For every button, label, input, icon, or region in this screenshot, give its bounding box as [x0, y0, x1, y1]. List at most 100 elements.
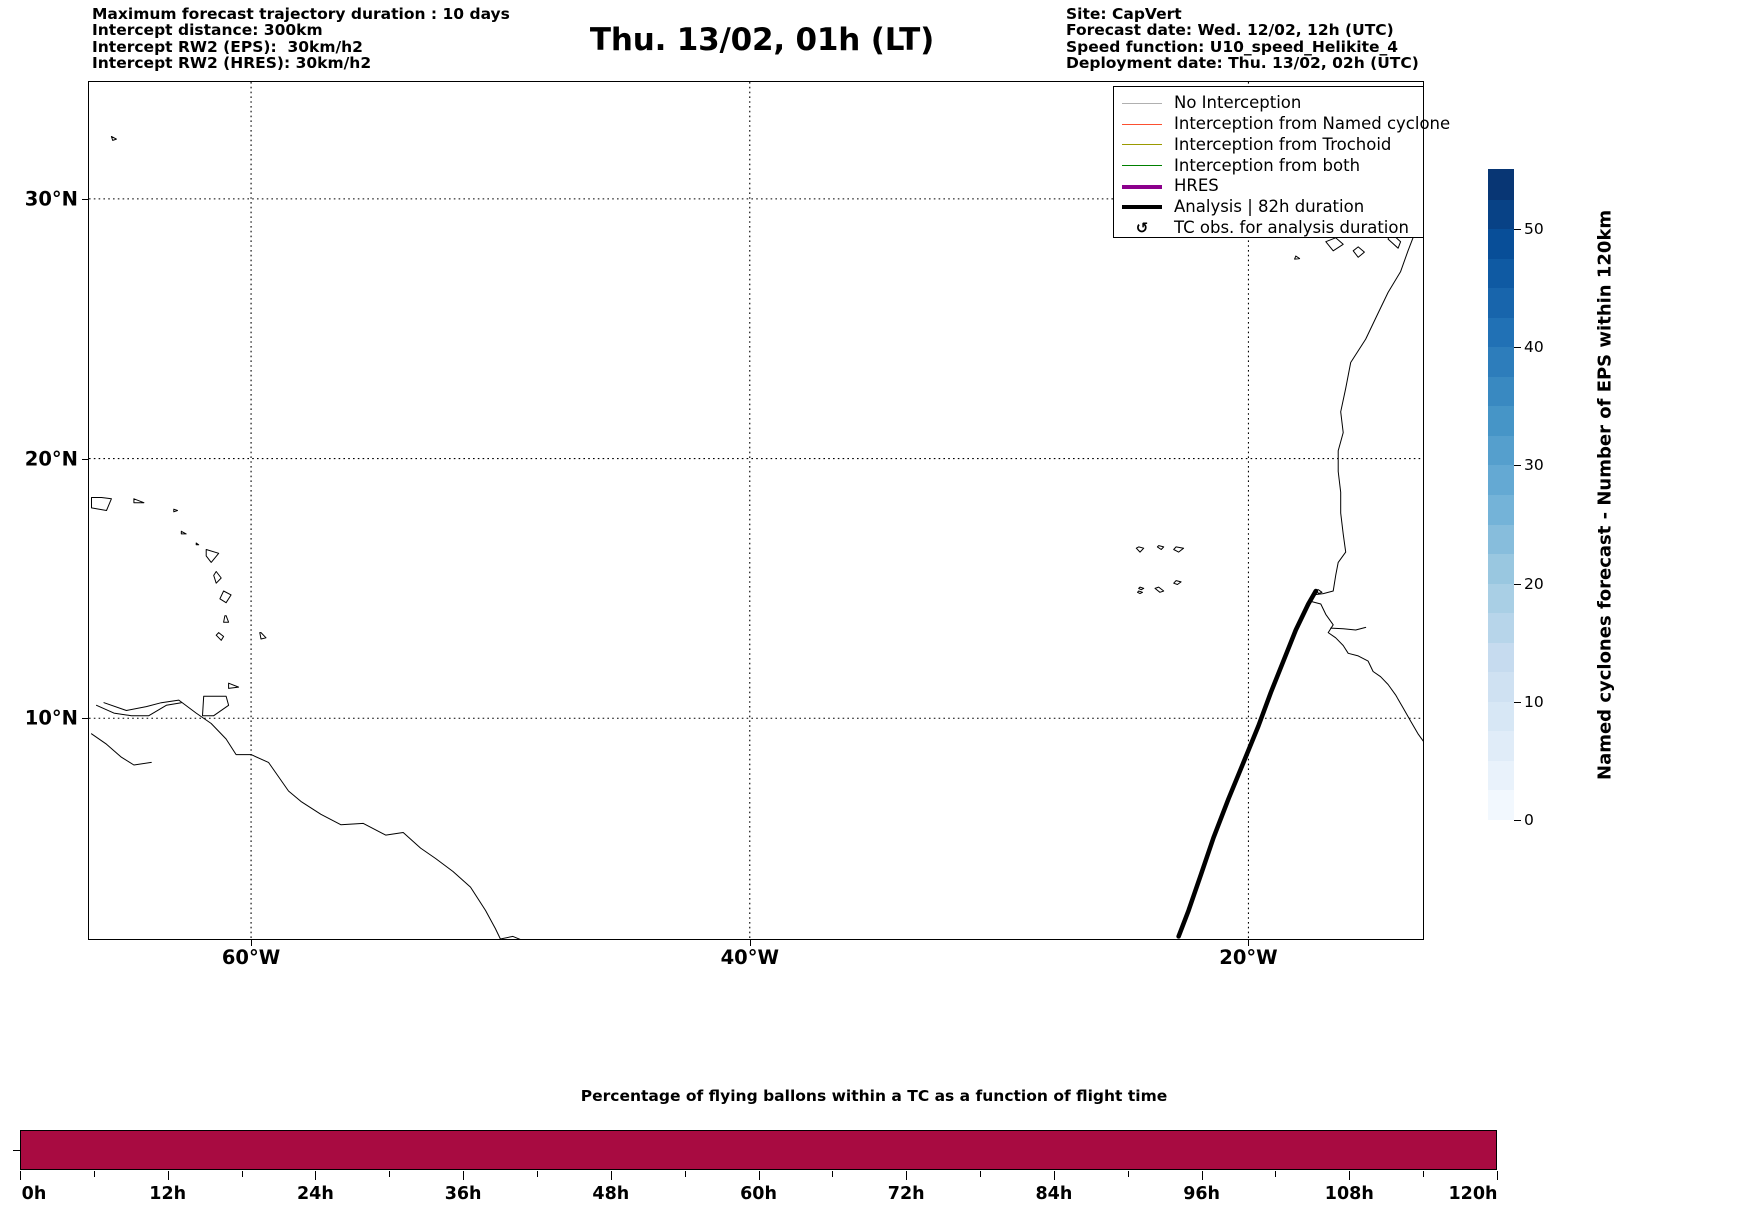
colorbar-segment: [1488, 553, 1514, 584]
header-left-line-1: Intercept distance: 300km: [92, 21, 323, 40]
coastline-layer: [89, 82, 1423, 939]
colorbar-tick-mark: [1514, 347, 1521, 349]
line-swatch-black: [1122, 205, 1162, 210]
coastline-path: [180, 530, 187, 535]
colorbar-segment: [1488, 642, 1514, 673]
coastline-path: [91, 733, 152, 766]
pct-major-tick: [610, 1171, 612, 1180]
colorbar-segment: [1488, 198, 1514, 230]
line-swatch-green: [1122, 165, 1162, 167]
colorbar-tick-mark: [1514, 229, 1521, 231]
map-ytick-label: 10°N: [24, 706, 78, 730]
colorbar-segment: [1488, 405, 1514, 436]
legend-item-label: HRES: [1174, 176, 1219, 196]
colorbar-segment: [1488, 464, 1514, 495]
coastline-path: [96, 702, 182, 717]
map-ytick-mark: [82, 718, 88, 720]
coastline-path: [499, 935, 521, 939]
pct-tick-label: 48h: [592, 1184, 630, 1204]
map-xtick-mark: [749, 940, 751, 946]
legend-item-1: Interception from Named cyclone: [1122, 114, 1450, 135]
colorbar-segment: [1488, 730, 1514, 761]
legend-item-label: Interception from Trochoid: [1174, 134, 1392, 154]
pct-minor-tick: [1127, 1171, 1129, 1177]
colorbar-tick-mark: [1514, 820, 1521, 821]
coastline-path: [223, 615, 230, 623]
colorbar-tick-label: 0: [1524, 811, 1534, 829]
legend-item-label: Interception from both: [1174, 155, 1361, 175]
coastline-path: [133, 498, 145, 504]
colorbar-segment: [1488, 228, 1514, 259]
map-xtick-label: 60°W: [221, 946, 281, 969]
line-swatch-purple: [1122, 184, 1162, 189]
pct-major-tick: [167, 1171, 169, 1180]
header-right-line-2: Speed function: U10_speed_Helikite_4: [1066, 37, 1399, 56]
pct-tick-label: 36h: [444, 1184, 482, 1204]
coastline-path: [215, 632, 225, 641]
header-left-line-0: Maximum forecast trajectory duration : 1…: [92, 5, 510, 23]
pct-minor-tick: [980, 1171, 982, 1177]
colorbar-gradient: [1488, 169, 1514, 820]
coastline-path: [219, 590, 232, 604]
coastline-path: [173, 508, 178, 513]
colorbar: 0 10 20 30 40 50: [1488, 169, 1544, 829]
legend-item-label: Interception from Named cyclone: [1174, 113, 1451, 133]
coastline-path: [1173, 580, 1182, 585]
pct-ytick-mark: [13, 1150, 21, 1151]
coastline-path: [195, 542, 200, 546]
map-ytick-label: 20°N: [24, 447, 78, 471]
coastline-path: [103, 699, 501, 939]
pct-minor-tick: [832, 1171, 834, 1177]
coastline-path: [1352, 246, 1365, 258]
coastline-path: [259, 632, 267, 640]
header-right-line-1: Forecast date: Wed. 12/02, 12h (UTC): [1066, 21, 1394, 40]
pct-tick-label: 60h: [740, 1184, 777, 1204]
cyclone-glyph: ↺: [1135, 219, 1149, 238]
pct-major-tick: [315, 1171, 317, 1180]
colorbar-tick-label: 40: [1524, 338, 1544, 357]
pct-major-tick: [1053, 1171, 1055, 1180]
colorbar-title: Named cyclones forecast - Number of EPS …: [1594, 209, 1616, 781]
colorbar-segment: [1488, 612, 1514, 643]
coastline-path: [1310, 224, 1423, 742]
colorbar-segment: [1488, 346, 1514, 377]
pct-minor-tick: [1423, 1171, 1425, 1177]
colorbar-tick-mark: [1514, 465, 1521, 467]
map-ytick-mark: [82, 198, 88, 200]
pct-major-tick: [463, 1171, 465, 1180]
coastline-path: [110, 136, 117, 141]
colorbar-tick-label: 50: [1524, 220, 1544, 239]
coastline-path: [1154, 586, 1165, 593]
colorbar-segment: [1488, 494, 1514, 525]
map-legend: No Interception Interception from Named c…: [1113, 86, 1450, 239]
line-swatch-olive: [1122, 144, 1162, 146]
colorbar-segment: [1488, 789, 1514, 820]
map-xtick-mark: [251, 940, 253, 946]
colorbar-tick-mark: [1514, 701, 1521, 703]
colorbar-segment: [1488, 760, 1514, 791]
pct-tick-label: 96h: [1183, 1184, 1220, 1204]
page-title: Thu. 13/02, 01h (LT): [589, 22, 935, 58]
legend-item-3: Interception from both: [1122, 155, 1415, 176]
colorbar-segment: [1488, 258, 1514, 289]
coastline-path: [205, 549, 220, 563]
colorbar-segment: [1488, 583, 1514, 614]
coastline-path: [1330, 626, 1367, 631]
coastline-path: [1294, 255, 1301, 260]
pct-tick-label: 108h: [1324, 1184, 1374, 1204]
pct-major-tick: [1497, 1171, 1498, 1180]
pct-major-tick: [1349, 1171, 1351, 1180]
legend-item-6: ↺ TC obs. for analysis duration: [1122, 218, 1415, 239]
pct-major-tick: [1201, 1171, 1203, 1180]
legend-item-5: Analysis | 82h duration: [1122, 197, 1415, 218]
legend-item-label: No Interception: [1174, 93, 1302, 113]
coastline-path: [1325, 237, 1344, 252]
legend-line-sample: [1122, 144, 1162, 146]
pct-tick-label: 84h: [1035, 1184, 1073, 1204]
pct-tick-label: 120h: [1448, 1184, 1498, 1204]
pct-minor-tick: [389, 1171, 391, 1177]
cyclone-marker-icon: ↺: [1122, 219, 1162, 237]
pct-tick-label: 24h: [296, 1184, 334, 1204]
pct-tick-label: 72h: [887, 1184, 925, 1204]
legend-line-sample: [1122, 123, 1162, 125]
